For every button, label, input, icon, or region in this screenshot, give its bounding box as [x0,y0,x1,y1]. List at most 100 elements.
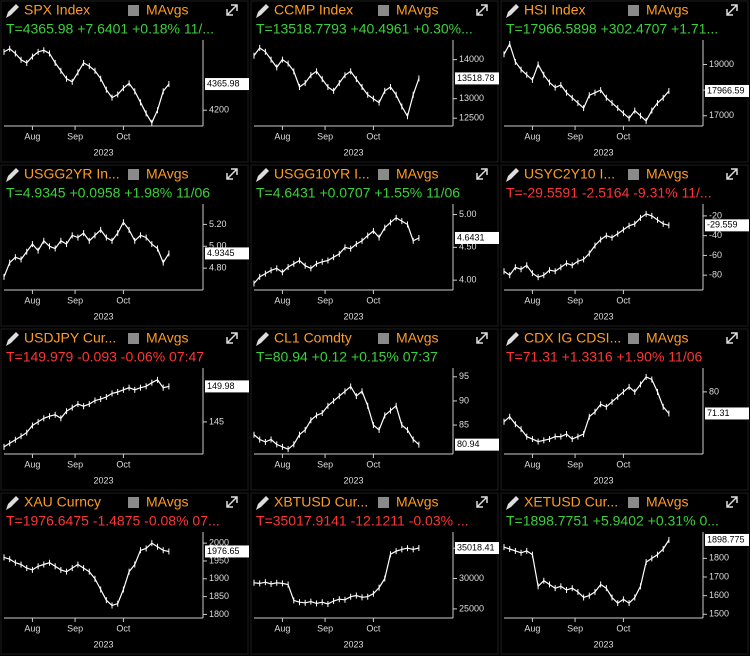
legend-label[interactable]: MAvgs [646,2,689,18]
y-tick-label: 1700 [709,571,729,581]
price-line [253,385,420,450]
panel-background [500,492,749,655]
legend-swatch[interactable] [378,497,389,508]
x-tick-label: Sep [67,459,83,469]
legend-label[interactable]: MAvgs [646,166,689,182]
panel-background [0,328,249,491]
expand-icon[interactable] [726,332,738,344]
edit-icon[interactable] [6,168,19,182]
chart-title: XBTUSD Cur... [274,494,368,510]
y-tick-label: 1800 [209,609,229,619]
x-axis-label: 2023 [343,639,363,649]
expand-icon[interactable] [226,168,238,180]
x-tick-label: Oct [116,459,131,469]
edit-icon[interactable] [506,332,519,346]
legend-label[interactable]: MAvgs [646,494,689,510]
edit-icon[interactable] [256,496,269,510]
edit-icon[interactable] [506,4,519,18]
y-tick-label: 90 [459,395,469,405]
legend-label[interactable]: MAvgs [146,166,189,182]
x-axis-label: 2023 [593,475,613,485]
legend-swatch[interactable] [628,5,639,16]
legend-label[interactable]: MAvgs [396,2,439,18]
x-tick-label: Sep [67,623,83,633]
y-tick-label: 4.80 [209,263,227,273]
expand-icon[interactable] [726,168,738,180]
x-tick-label: Sep [317,459,333,469]
legend-label[interactable]: MAvgs [396,166,439,182]
expand-icon[interactable] [476,332,488,344]
edit-icon[interactable] [506,496,519,510]
x-axis-label: 2023 [343,147,363,157]
legend-label[interactable]: MAvgs [146,494,189,510]
x-tick-label: Oct [366,295,381,305]
expand-icon[interactable] [226,496,238,508]
x-tick-label: Aug [274,295,290,305]
y-tick-label: 4.00 [459,275,477,285]
edit-icon[interactable] [6,4,19,18]
legend-swatch[interactable] [128,169,139,180]
legend-label[interactable]: MAvgs [396,494,439,510]
legend-label[interactable]: MAvgs [146,2,189,18]
current-value-box [705,533,749,546]
chart-title: HSI Index [524,2,585,18]
expand-icon[interactable] [726,496,738,508]
y-tick-label: 80 [709,386,719,396]
edit-icon[interactable] [6,332,19,346]
legend-swatch[interactable] [128,497,139,508]
legend-swatch[interactable] [128,5,139,16]
expand-icon[interactable] [476,496,488,508]
expand-icon[interactable] [476,4,488,16]
y-tick-label: -60 [709,250,722,260]
legend-swatch[interactable] [628,169,639,180]
current-value-box [705,219,749,232]
legend-swatch[interactable] [628,333,639,344]
legend-swatch[interactable] [128,333,139,344]
y-tick-label: -80 [709,270,722,280]
chart-panel: USDJPY Cur... MAvgs T=149.979 -0.093 -0.06… [0,328,249,491]
edit-icon[interactable] [506,168,519,182]
x-tick-label: Oct [616,131,631,141]
y-tick-label: 5.00 [209,241,227,251]
x-axis-label: 2023 [593,147,613,157]
expand-icon[interactable] [226,332,238,344]
chart-subtitle: T=80.94 +0.12 +0.15% 07:37 [256,349,438,365]
x-tick-label: Oct [366,623,381,633]
edit-icon[interactable] [256,332,269,346]
legend-swatch[interactable] [628,497,639,508]
legend-swatch[interactable] [378,5,389,16]
x-tick-label: Aug [274,459,290,469]
x-axis-label: 2023 [343,311,363,321]
current-value-label: 1898.775 [707,534,745,544]
current-value-label: 35018.41 [457,542,495,552]
x-tick-label: Sep [567,459,583,469]
edit-icon[interactable] [256,168,269,182]
y-tick-label: 19000 [709,59,734,69]
current-value-label: 80.94 [457,439,480,449]
x-axis-label: 2023 [93,311,113,321]
expand-icon[interactable] [476,168,488,180]
legend-swatch[interactable] [378,169,389,180]
legend-label[interactable]: MAvgs [646,330,689,346]
chart-title: USGG10YR I... [274,166,370,182]
y-tick-label: -20 [709,210,722,220]
x-tick-label: Sep [317,623,333,633]
legend-label[interactable]: MAvgs [396,330,439,346]
current-value-box [205,545,249,558]
expand-icon[interactable] [726,4,738,16]
edit-icon[interactable] [6,496,19,510]
expand-icon[interactable] [226,4,238,16]
panel-background [0,164,249,327]
legend-label[interactable]: MAvgs [146,330,189,346]
x-tick-label: Oct [116,623,131,633]
legend-swatch[interactable] [378,333,389,344]
y-tick-label: 12500 [459,113,484,123]
x-tick-label: Sep [567,623,583,633]
current-value-box [205,78,249,91]
x-tick-label: Sep [67,295,83,305]
current-value-label: 4.9345 [207,248,235,258]
chart-title: USGG2YR In... [24,166,120,182]
edit-icon[interactable] [256,4,269,18]
chart-panel: CDX IG CDSI... MAvgs T=71.31 +1.3316 +1.90… [500,328,749,491]
